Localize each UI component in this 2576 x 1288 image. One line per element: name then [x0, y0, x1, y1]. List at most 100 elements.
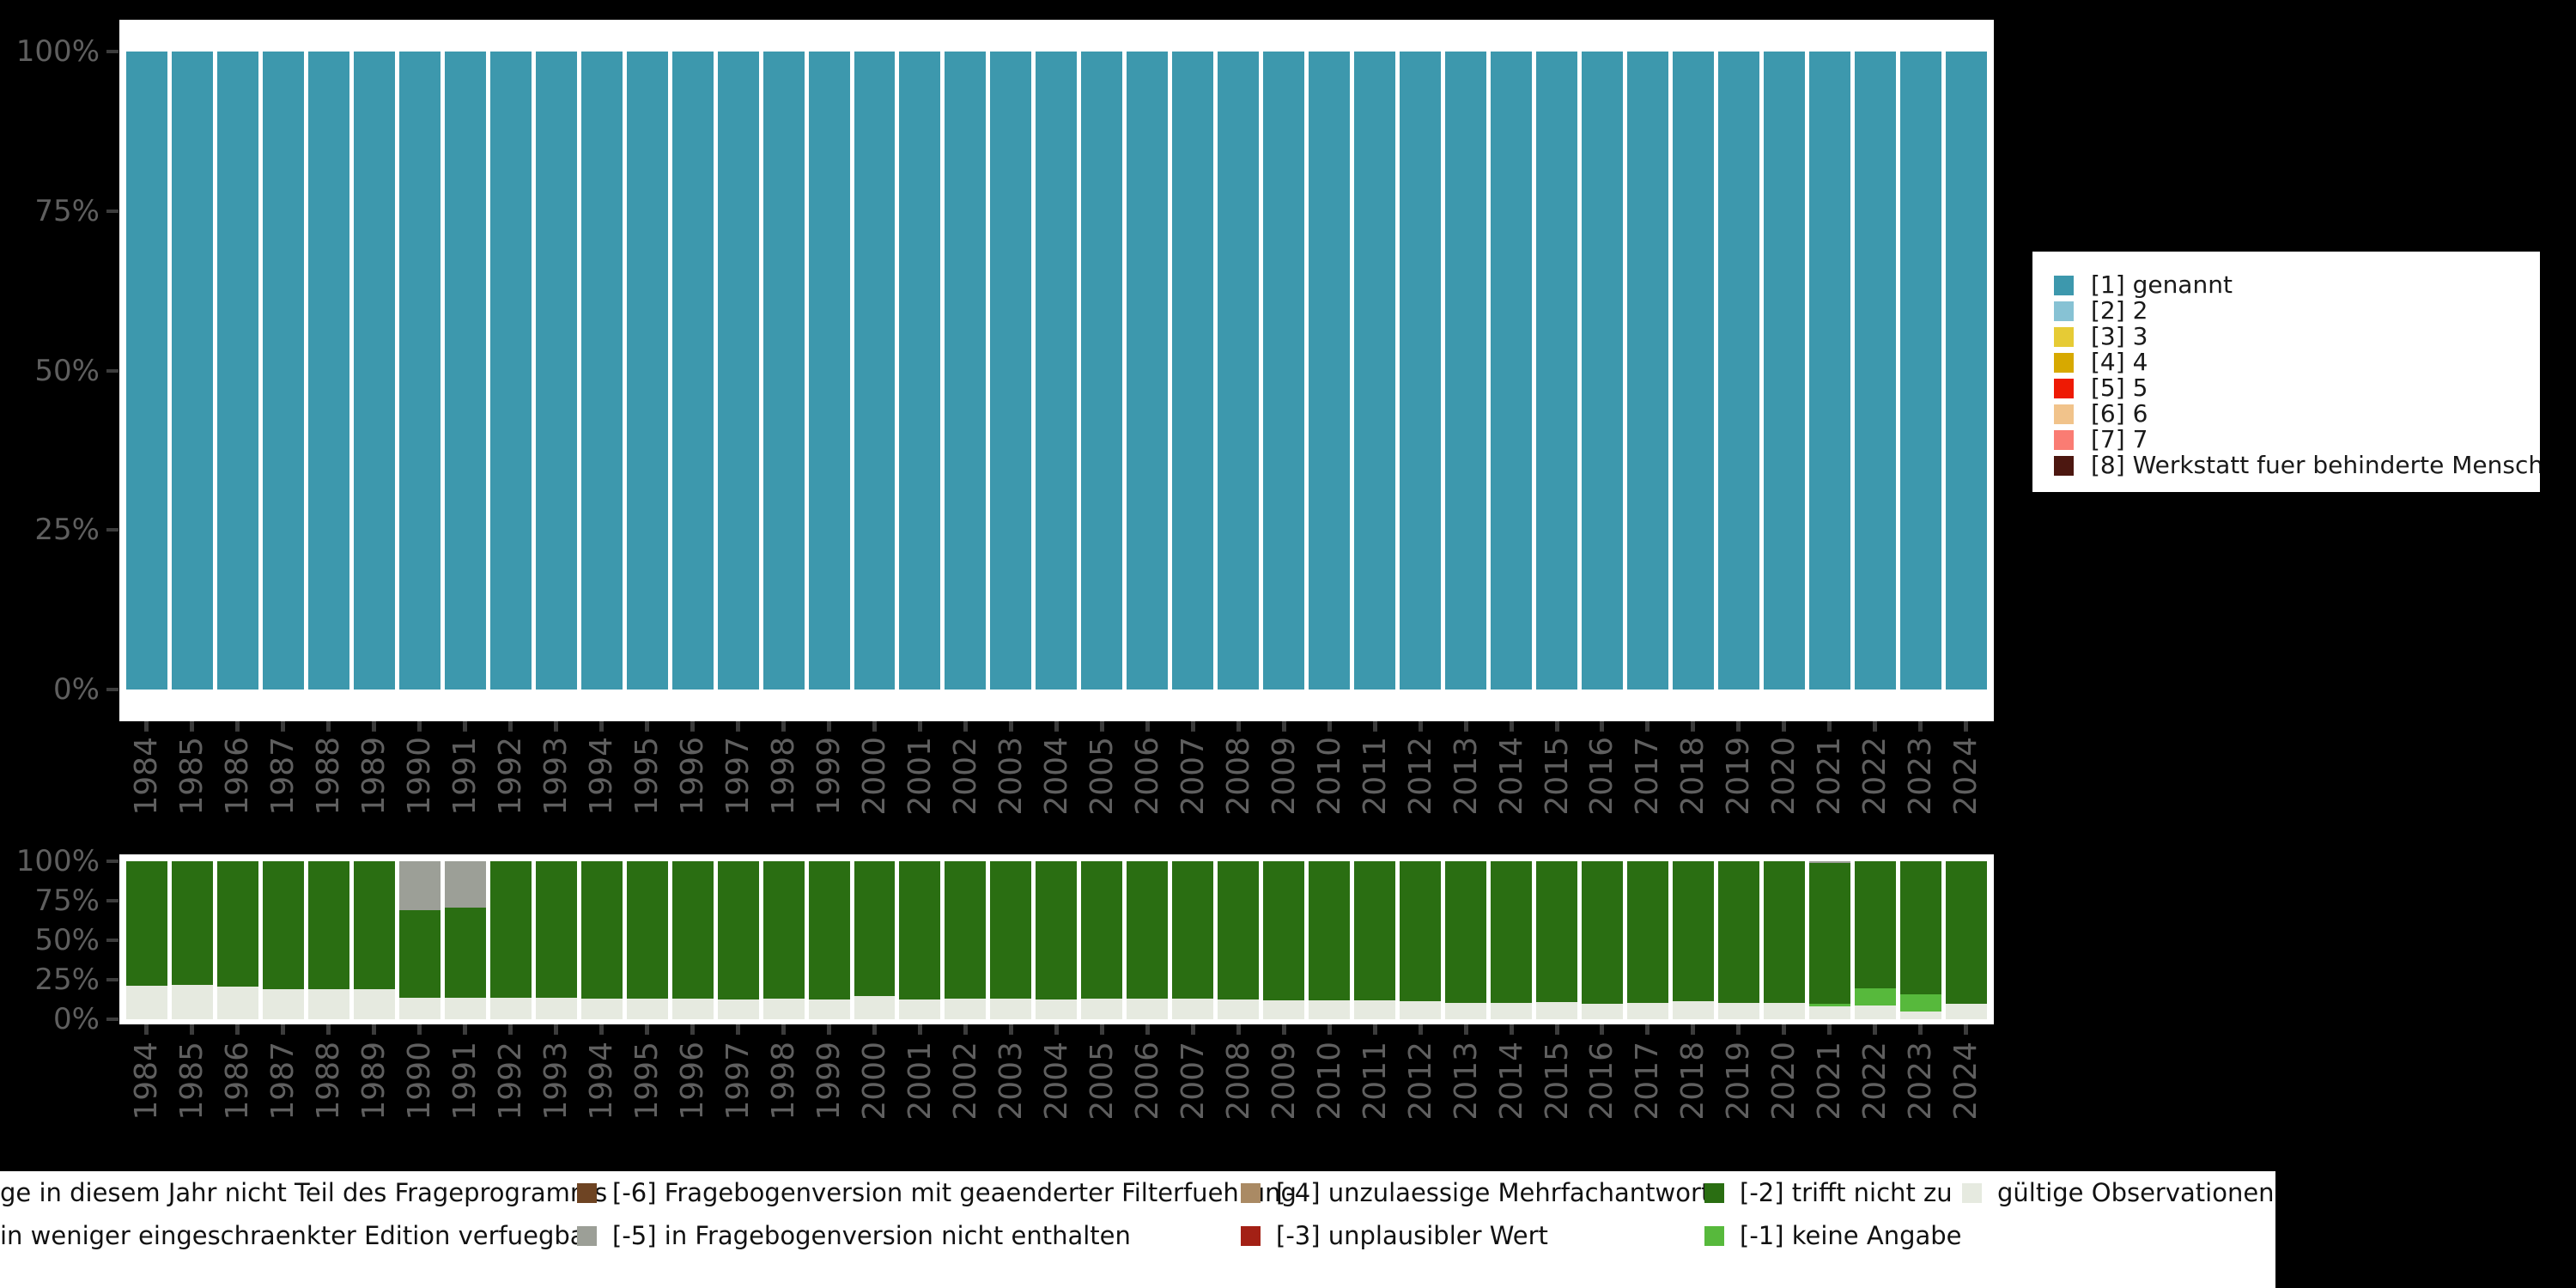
x-tick-mark [144, 1024, 149, 1035]
bar-segment [171, 52, 213, 690]
x-tick [627, 721, 668, 732]
x-tick [899, 1024, 940, 1035]
bar-segment [1899, 1011, 1941, 1019]
bar-segment [1854, 1005, 1896, 1019]
x-label-cell: 2001 [899, 737, 940, 844]
x-label-cell: 2004 [1036, 737, 1077, 844]
x-label-cell: 2024 [1946, 737, 1987, 844]
x-tick [263, 1024, 304, 1035]
legend-swatch [577, 1182, 597, 1203]
bottom-bar-2004 [1036, 861, 1078, 1019]
top-bar-2009 [1263, 52, 1305, 690]
top-bar-1987 [262, 52, 304, 690]
x-tick [1400, 1024, 1441, 1035]
bar-segment [307, 861, 349, 990]
bar-segment [1672, 861, 1714, 1001]
legend-item: [3] 3 [2054, 324, 2540, 349]
top-bar-1985 [171, 52, 213, 690]
x-axis-year-label: 1985 [174, 737, 210, 816]
x-tick [990, 1024, 1031, 1035]
x-tick [308, 721, 349, 732]
top-bar-2008 [1218, 52, 1260, 690]
bar-segment [489, 998, 532, 1019]
bottom-bar-2013 [1445, 861, 1487, 1019]
bar-segment [762, 861, 805, 999]
x-label-cell: 2016 [1582, 737, 1623, 844]
top-bar-1991 [444, 52, 486, 690]
x-label-cell: 2013 [1445, 737, 1486, 844]
x-label-cell: 1992 [490, 1042, 532, 1149]
bar-segment [945, 861, 987, 999]
x-tick [1900, 1024, 1941, 1035]
y-axis-label: 100% [15, 844, 100, 878]
x-tick-mark [1645, 721, 1650, 732]
x-label-cell: 2021 [1809, 737, 1850, 844]
x-label-cell: 1999 [809, 1042, 850, 1149]
x-label-cell: 1987 [263, 1042, 304, 1149]
x-axis-year-label: 2015 [1539, 1042, 1575, 1121]
bar-segment [1400, 1000, 1442, 1019]
x-tick-mark [1145, 1024, 1150, 1035]
x-label-cell: 1988 [308, 1042, 349, 1149]
bar-segment [489, 52, 532, 690]
x-axis-year-label: 1994 [584, 737, 620, 816]
x-axis-year-label: 2016 [1584, 737, 1620, 816]
x-axis-year-label: 1991 [447, 1042, 483, 1121]
x-label-cell: 1998 [763, 1042, 805, 1149]
x-axis-year-label: 2001 [902, 1042, 938, 1121]
x-label-cell: 2022 [1855, 1042, 1896, 1149]
legend-label: ge in diesem Jahr nicht Teil des Fragepr… [0, 1178, 608, 1207]
x-axis-year-label: 2019 [1721, 1042, 1757, 1121]
legend-label: [-2] trifft nicht zu [1740, 1178, 1953, 1207]
x-tick [1855, 721, 1896, 732]
bottom-bar-2017 [1626, 861, 1668, 1019]
x-tick-mark [1008, 721, 1013, 732]
x-axis-year-label: 1998 [766, 1042, 802, 1121]
x-tick [354, 1024, 395, 1035]
bar-segment [671, 52, 714, 690]
bottom-chart-x-axis-labels: 1984 1985 1986 1987 1988 1989 1990 1991 1992 1993… [126, 1042, 1987, 1149]
x-label-cell: 1999 [809, 737, 850, 844]
bar-segment [398, 998, 440, 1019]
x-tick [1718, 721, 1759, 732]
bar-segment [808, 999, 850, 1019]
y-axis-label: 100% [15, 34, 100, 69]
x-label-cell: 2020 [1764, 1042, 1805, 1149]
legend-label: [4] 4 [2091, 348, 2148, 376]
bar-segment [1945, 52, 1987, 690]
y-tick-mark [106, 1018, 118, 1021]
x-tick [490, 1024, 532, 1035]
top-chart-panel [119, 20, 1994, 721]
x-axis-year-label: 2024 [1948, 1042, 1984, 1121]
bottom-bar-1995 [626, 861, 668, 1019]
x-tick [1946, 721, 1987, 732]
x-tick [1081, 721, 1122, 732]
top-bar-1990 [398, 52, 440, 690]
bottom-bar-1996 [671, 861, 714, 1019]
x-label-cell: 2016 [1582, 1042, 1623, 1149]
bar-segment [1717, 1002, 1759, 1019]
bar-segment [1081, 52, 1123, 690]
bar-segment [1400, 52, 1442, 690]
x-tick-mark [1054, 1024, 1059, 1035]
x-axis-year-label: 1998 [766, 737, 802, 816]
legend-item: [6] 6 [2054, 401, 2540, 427]
bar-segment [1309, 861, 1351, 1000]
bottom-bar-1992 [489, 861, 532, 1019]
x-tick-mark [508, 1024, 513, 1035]
bar-segment [444, 998, 486, 1019]
x-label-cell: 2006 [1127, 737, 1168, 844]
x-tick [217, 1024, 258, 1035]
y-tick-mark [106, 50, 118, 53]
x-tick [627, 1024, 668, 1035]
x-tick [217, 721, 258, 732]
bar-segment [1808, 861, 1850, 863]
top-bar-2004 [1036, 52, 1078, 690]
top-bar-1992 [489, 52, 532, 690]
x-tick [854, 1024, 896, 1035]
legend-item: [5] 5 [2054, 375, 2540, 401]
x-axis-year-label: 1994 [584, 1042, 620, 1121]
category-legend: [1] genannt [2] 2 [3] 3 [4] 4 [5] 5 [6] 6 [7] … [2032, 252, 2540, 492]
y-axis-label: 0% [53, 1002, 100, 1036]
top-bar-1996 [671, 52, 714, 690]
